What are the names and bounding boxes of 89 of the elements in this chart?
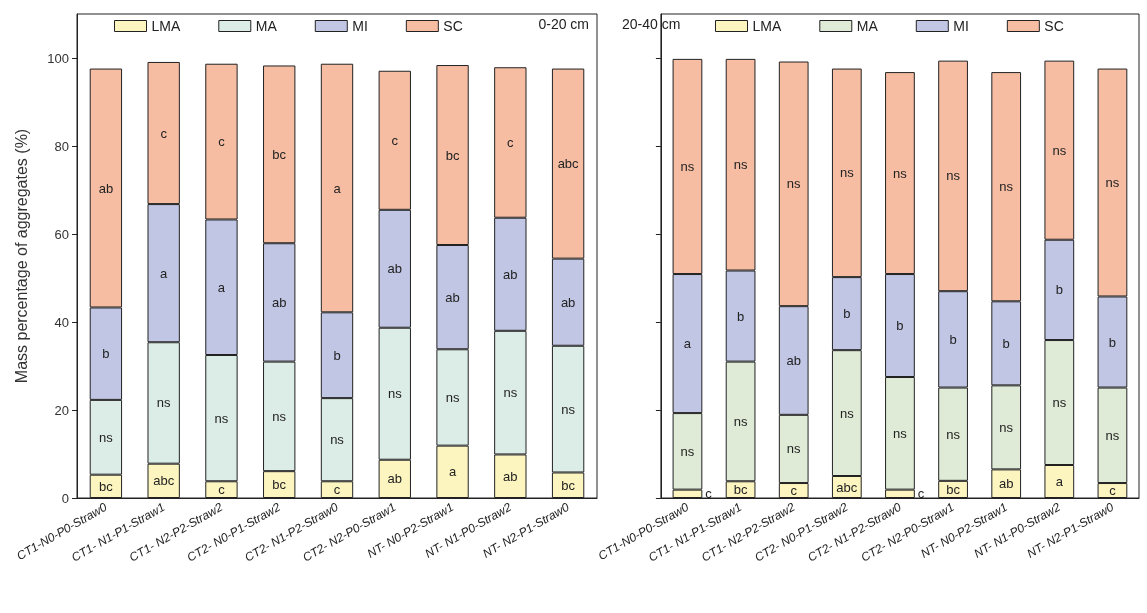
data-label: a [333, 180, 342, 196]
data-label: ab [387, 261, 403, 277]
data-label: b [333, 347, 341, 363]
data-label: ns [99, 429, 114, 445]
y-tick-label: 60 [54, 226, 69, 242]
data-label: a [160, 265, 169, 281]
data-label: bc [733, 482, 748, 498]
data-label: a [1055, 474, 1064, 489]
data-label: ns [999, 419, 1014, 435]
data-label: abc [557, 156, 580, 172]
data-label: c [1109, 483, 1117, 499]
data-label: a [217, 279, 226, 295]
data-label: ab [98, 180, 114, 196]
data-label: c [790, 483, 798, 499]
data-label: ns [387, 386, 403, 402]
data-label: b [736, 308, 745, 324]
data-label: b [843, 306, 851, 322]
data-label: abc [153, 473, 175, 489]
data-label: bc [272, 146, 287, 162]
data-label: c [218, 482, 226, 498]
data-label: ns [1105, 427, 1120, 443]
data-label: ns [156, 395, 172, 411]
data-label: ns [680, 158, 695, 174]
data-label: abc [836, 479, 858, 495]
y-tick-label: 80 [54, 138, 69, 154]
annotation: 0-20 cm [538, 16, 590, 32]
data-label: b [896, 318, 904, 334]
data-label: bc [99, 478, 114, 494]
y-tick-label: 40 [54, 314, 69, 330]
data-label: b [949, 331, 957, 347]
y-tick-label: 100 [47, 50, 69, 66]
data-label: b [1055, 282, 1063, 298]
data-label: ab [786, 353, 801, 368]
data-label: ns [733, 157, 748, 173]
data-label: b [1002, 335, 1010, 351]
data-label: ns [1052, 142, 1067, 158]
data-label: bc [946, 481, 961, 497]
data-label: c [705, 486, 713, 502]
data-label: ns [272, 408, 287, 424]
data-label: c [218, 134, 226, 150]
data-label: ns [839, 165, 855, 181]
data-label: bc [445, 147, 460, 163]
data-label: c [333, 482, 341, 498]
y-tick-label: 20 [54, 402, 69, 418]
data-label: ab [387, 471, 403, 487]
data-label: ns [839, 405, 855, 421]
legend-label: MA [856, 18, 879, 34]
data-label: b [1108, 334, 1117, 350]
annotation: 20-40 cm [622, 16, 681, 32]
data-label: c [917, 486, 925, 502]
legend-label: SC [1044, 18, 1064, 34]
data-label: ns [786, 176, 802, 192]
data-label: ab [503, 266, 518, 282]
legend-label: MI [352, 18, 368, 34]
data-label: ns [733, 413, 748, 429]
data-label: b [102, 346, 110, 362]
y-tick-label: 0 [61, 490, 69, 506]
data-label: ns [946, 168, 961, 184]
data-label: c [391, 132, 399, 148]
data-label: ns [946, 426, 961, 442]
legend-label: MA [255, 18, 278, 34]
data-label: ns [445, 389, 460, 405]
data-label: ab [560, 294, 576, 310]
data-label: a [448, 464, 457, 480]
data-label: ab [998, 476, 1014, 492]
data-label: ns [214, 410, 229, 426]
data-label: c [507, 134, 515, 150]
data-label: a [683, 336, 692, 352]
legend-label: MI [953, 18, 969, 34]
data-label: ns [680, 443, 695, 459]
data-label: ab [445, 289, 460, 305]
data-label: bc [561, 477, 576, 493]
data-label: ns [999, 179, 1014, 195]
data-label: bc [272, 477, 287, 493]
legend-label: LMA [151, 18, 181, 34]
y-axis-title: Mass percentage of aggregates (%) [12, 128, 30, 384]
data-label: ns [503, 385, 518, 401]
data-label: c [160, 125, 168, 141]
data-label: ns [786, 441, 802, 457]
data-label: ab [503, 468, 518, 484]
data-label: ns [561, 401, 576, 417]
data-label: ns [1052, 395, 1067, 411]
data-label: ns [893, 165, 908, 181]
data-label: ns [893, 425, 908, 441]
legend-label: SC [443, 18, 463, 34]
data-label: ns [330, 432, 345, 448]
legend-label: LMA [752, 18, 782, 34]
data-label: ns [1105, 175, 1120, 191]
data-label: ab [271, 294, 287, 310]
